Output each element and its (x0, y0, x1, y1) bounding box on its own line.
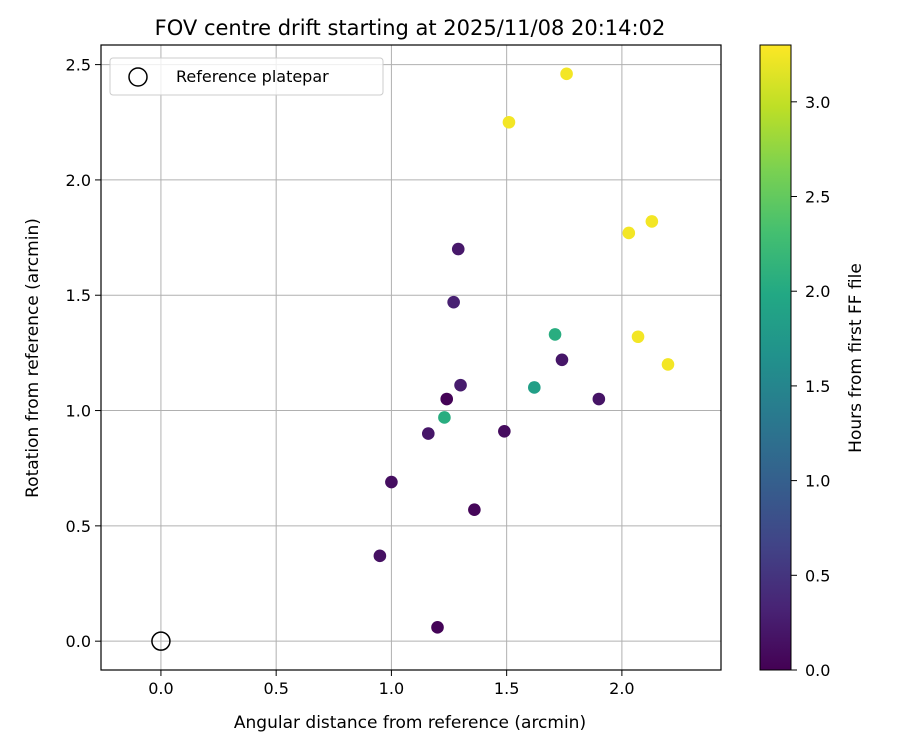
data-point (548, 328, 562, 341)
data-point (454, 378, 467, 392)
x-axis-label: Angular distance from reference (arcmin) (234, 713, 586, 733)
data-point (447, 295, 460, 309)
chart-title: FOV centre drift starting at 2025/11/08 … (155, 16, 666, 40)
x-tick-label: 2.0 (609, 679, 634, 698)
colorbar-tick-label: 0.5 (805, 566, 830, 585)
data-point (661, 358, 675, 371)
y-tick-label: 0.0 (66, 632, 91, 651)
legend-open-circle-marker (128, 67, 148, 87)
colorbar-ticks: 0.0 0.5 1.0 1.5 2.0 2.5 3.0 (791, 93, 830, 680)
reference-platepar-marker (151, 631, 171, 651)
colorbar-tick-label: 2.5 (805, 188, 830, 207)
data-point (555, 353, 569, 367)
data-point (645, 215, 659, 228)
legend-label: Reference platepar (176, 67, 329, 86)
y-tick-label: 1.5 (66, 286, 91, 305)
y-axis-label: Rotation from reference (arcmin) (23, 218, 43, 498)
data-point (421, 427, 435, 440)
x-tick-label: 1.0 (379, 679, 404, 698)
x-tick-label: 0.5 (263, 679, 288, 698)
colorbar-tick-label: 1.5 (805, 377, 830, 396)
data-point (498, 425, 511, 438)
y-tick-label: 2.5 (66, 56, 91, 75)
data-point (502, 115, 516, 129)
data-point (468, 503, 481, 517)
legend-box (109, 57, 384, 96)
colorbar (759, 44, 792, 671)
data-point (440, 392, 454, 406)
colorbar-label: Hours from first FF file (846, 263, 866, 453)
data-point (528, 381, 541, 394)
data-point (592, 392, 606, 406)
data-point (438, 411, 451, 424)
grid (101, 45, 721, 670)
y-tick-label: 2.0 (66, 171, 91, 190)
x-tick-label: 0.0 (148, 679, 173, 698)
y-axis-ticks: 0.0 0.5 1.0 1.5 2.0 2.5 (66, 56, 101, 651)
colorbar-tick-label: 2.0 (805, 282, 830, 301)
data-point (631, 330, 645, 344)
legend: Reference platepar (109, 57, 384, 96)
x-axis-ticks: 0.0 0.5 1.0 1.5 2.0 (148, 670, 635, 698)
data-point (560, 67, 573, 81)
data-points (373, 67, 675, 634)
data-point (451, 242, 465, 256)
data-point (385, 475, 398, 489)
y-tick-label: 0.5 (66, 517, 91, 536)
x-tick-label: 1.5 (494, 679, 519, 698)
data-point (431, 621, 444, 634)
data-point (622, 226, 636, 240)
y-tick-label: 1.0 (66, 402, 91, 421)
colorbar-tick-label: 1.0 (805, 472, 830, 491)
data-point (373, 549, 387, 563)
plot-frame (100, 44, 722, 671)
colorbar-tick-label: 3.0 (805, 93, 830, 112)
colorbar-tick-label: 0.0 (805, 661, 830, 680)
